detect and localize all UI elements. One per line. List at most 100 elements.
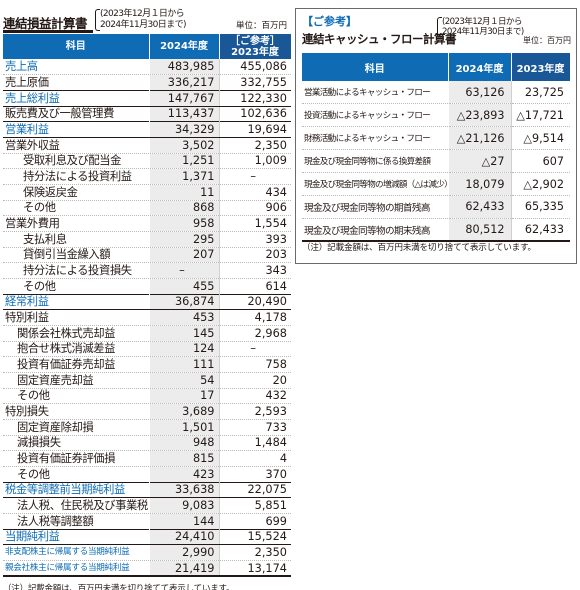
value-fy2023: 906 — [218, 200, 291, 217]
table-row: 特別損失 3,689 2,593 — [3, 403, 291, 420]
table-row: 投資有価証券評価損 815 4 — [3, 450, 291, 467]
row-label: 関係会社株式売却益 — [3, 325, 149, 342]
value-fy2023: – — [218, 168, 291, 185]
table-header-row: 科目 2024年度 2023年度 — [302, 53, 571, 81]
value-fy2024: 11 — [148, 184, 219, 201]
row-label: 貸倒引当金繰入額 — [3, 247, 149, 264]
column-header-fy2023: ［ご参考］ 2023年度 — [219, 34, 292, 59]
column-header-item: 科目 — [3, 34, 150, 59]
row-label: その他 — [3, 278, 149, 295]
value-fy2024: 80,512 — [447, 218, 511, 243]
row-label: 受取利息及び配当金 — [3, 153, 149, 170]
table-row: 固定資産除却損 1,501 733 — [3, 419, 291, 436]
table-row: 現金及び現金同等物に係る換算差額 △27 607 — [302, 149, 570, 174]
row-label: 固定資産除却損 — [3, 419, 149, 436]
column-header-reference: ［ご参考］ — [230, 35, 280, 47]
row-label: 当期純利益 — [3, 528, 149, 546]
table-row: 当期純利益 24,410 15,524 — [3, 528, 291, 546]
table-row: 現金及び現金同等物の増減額（△は減少） 18,079 △2,902 — [302, 172, 570, 196]
value-fy2023: 65,335 — [510, 195, 570, 219]
income-statement-table: 科目 2024年度 ［ご参考］ 2023年度 売上高 483,985 455,086… — [3, 34, 292, 578]
row-label: 営業利益 — [3, 121, 149, 138]
value-fy2024: 111 — [148, 356, 219, 373]
value-fy2024: 9,083 — [148, 497, 219, 514]
table-row: 受取利息及び配当金 1,251 1,009 — [3, 153, 291, 170]
table-row: 投資活動によるキャッシュ・フロー △23,893 △17,721 — [302, 103, 570, 128]
row-label: 税金等調整前当期純利益 — [3, 481, 149, 499]
row-label: 営業外費用 — [3, 215, 149, 232]
footnote: （注）記載金額は、百万円未満を切り捨てて表示しています。 — [3, 584, 235, 590]
value-fy2023: 2,968 — [218, 325, 291, 342]
table-row: 現金及び現金同等物の期末残高 80,512 62,433 — [302, 218, 570, 243]
value-fy2023: 15,524 — [218, 528, 291, 546]
income-statement-title: 連結損益計算書 — [3, 16, 88, 31]
row-label: 特別損失 — [3, 403, 149, 420]
value-fy2023: △2,902 — [510, 172, 570, 196]
table-row: 現金及び現金同等物の期首残高 62,433 65,335 — [302, 195, 570, 219]
value-fy2023: 203 — [218, 247, 291, 264]
table-row: 貸倒引当金繰入額 207 203 — [3, 247, 291, 264]
row-label: 保険返戻金 — [3, 184, 149, 201]
table-row: 法人税、住民税及び事業税 9,083 5,851 — [3, 497, 291, 514]
value-fy2023: 4,178 — [218, 309, 291, 326]
table-row: 非支配株主に帰属する当期純利益 2,990 2,350 — [3, 544, 291, 561]
value-fy2024: – — [148, 262, 219, 279]
value-fy2024: 36,874 — [148, 293, 219, 311]
value-fy2023: 20,490 — [218, 293, 291, 311]
table-row: その他 455 614 — [3, 278, 291, 295]
value-fy2024: 18,079 — [447, 172, 511, 196]
row-label: 現金及び現金同等物に係る換算差額 — [302, 149, 448, 174]
value-fy2023: 5,851 — [218, 497, 291, 514]
value-fy2024: 34,329 — [148, 121, 219, 138]
value-fy2024: 144 — [148, 513, 219, 530]
row-label: 売上総利益 — [3, 89, 149, 107]
value-fy2024: 207 — [148, 247, 219, 264]
table-row: 親会社株主に帰属する当期純利益 21,419 13,174 — [3, 560, 291, 578]
table-row: 売上総利益 147,767 122,330 — [3, 89, 291, 107]
row-label: 持分法による投資利益 — [3, 168, 149, 185]
table-row: 保険返戻金 11 434 — [3, 184, 291, 201]
value-fy2024: △23,893 — [447, 103, 511, 128]
column-header-fy2023: 2023年度 — [511, 53, 571, 81]
value-fy2024: 815 — [148, 450, 219, 467]
table-row: その他 423 370 — [3, 466, 291, 483]
value-fy2024: 483,985 — [148, 59, 219, 76]
row-label: 親会社株主に帰属する当期純利益 — [3, 560, 149, 578]
value-fy2024: 54 — [148, 372, 219, 389]
cash-flow-statement: 【ご参考】 連結キャッシュ・フロー計算書 (2023年12月１日から 2024年… — [295, 8, 577, 264]
table-row: 持分法による投資利益 1,371– — [3, 168, 291, 185]
value-fy2024: 1,371 — [148, 168, 219, 185]
value-fy2023: 1,484 — [218, 435, 291, 452]
row-label: 営業活動によるキャッシュ・フロー — [302, 81, 448, 105]
row-label: 抱合せ株式消滅差益 — [3, 341, 149, 358]
row-label: 非支配株主に帰属する当期純利益 — [3, 544, 149, 561]
value-fy2024: 2,990 — [148, 544, 219, 561]
row-label: 販売費及び一般管理費 — [3, 106, 149, 123]
footnote: （注）記載金額は、百万円未満を切り捨てて表示しています。 — [302, 243, 536, 253]
period-line-1: (2023年12月１日から — [442, 17, 523, 27]
column-header-fy2024: 2024年度 — [448, 53, 512, 81]
value-fy2023: 2,350 — [218, 544, 291, 561]
row-label: 投資活動によるキャッシュ・フロー — [302, 103, 448, 128]
value-fy2023: 4 — [218, 450, 291, 467]
value-fy2024: 17 — [148, 388, 219, 405]
value-fy2024: 3,502 — [148, 137, 219, 154]
value-fy2023: 102,636 — [218, 106, 291, 123]
row-label: 現金及び現金同等物の期首残高 — [302, 195, 448, 219]
period-line-2: 2024年11月30日まで) — [100, 20, 187, 30]
value-fy2024: 455 — [148, 278, 219, 295]
value-fy2023: 699 — [218, 513, 291, 530]
row-label: 営業外収益 — [3, 137, 149, 154]
value-fy2024: 63,126 — [447, 81, 511, 105]
unit-label: 単位：百万円 — [235, 21, 287, 31]
table-row: 抱合せ株式消滅差益 124– — [3, 341, 291, 358]
table-row: 営業利益 34,329 19,694 — [3, 121, 291, 138]
value-fy2024: △21,126 — [447, 126, 511, 151]
row-label: 売上原価 — [3, 74, 149, 91]
value-fy2024: 868 — [148, 200, 219, 217]
row-label: 経常利益 — [3, 293, 149, 311]
value-fy2023: 2,350 — [218, 137, 291, 154]
table-row: 売上原価 336,217 332,755 — [3, 74, 291, 91]
table-row: 財務活動によるキャッシュ・フロー △21,126 △9,514 — [302, 126, 570, 151]
period-bracket — [95, 9, 100, 31]
